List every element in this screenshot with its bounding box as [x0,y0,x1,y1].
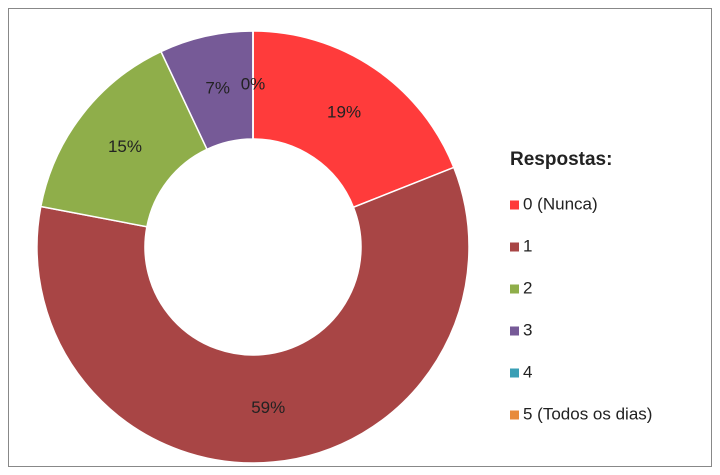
legend-swatch [510,200,519,210]
legend-label: 5 (Todos os dias) [523,404,652,423]
donut-slice [252,30,455,209]
legend-label: 3 [523,320,532,339]
legend-swatch [510,326,519,336]
legend-label: 4 [523,362,532,381]
legend-label: 1 [523,236,532,255]
legend-swatch [510,410,519,420]
data-label: 0% [241,74,266,93]
legend-swatch [510,284,519,294]
legend-label: 2 [523,278,532,297]
data-label: 59% [251,398,285,417]
donut-slice [36,166,470,464]
legend-swatch [510,368,519,378]
legend-swatch [510,242,519,252]
data-label: 19% [327,102,361,121]
legend-title: Respostas: [510,149,612,170]
data-label: 7% [205,78,230,97]
donut-slice [39,50,209,228]
data-label: 15% [108,137,142,156]
legend-label: 0 (Nunca) [523,194,598,213]
